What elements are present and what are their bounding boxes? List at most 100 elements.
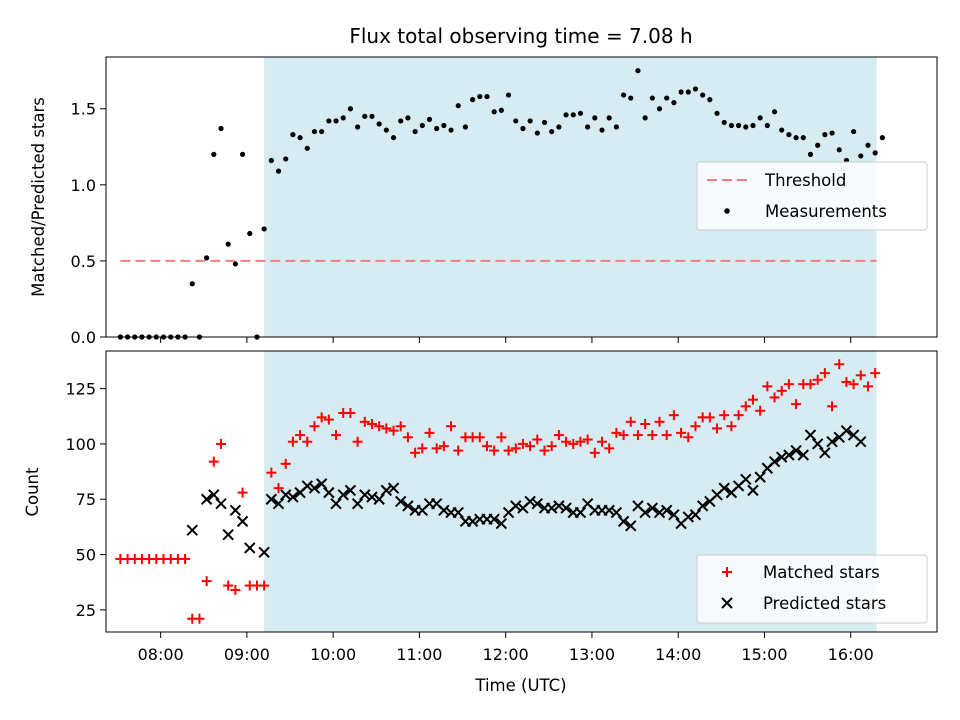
predicted-point-b <box>617 515 630 528</box>
matched-point <box>381 423 392 434</box>
matched-point <box>855 370 866 381</box>
predicted-point-b <box>689 509 702 521</box>
predicted-point <box>603 504 615 517</box>
measurement-point <box>649 95 655 101</box>
matched-point <box>230 584 241 595</box>
top-panel: 0.0 0.5 1.0 1.5 Matched/Predicted stars Thr… <box>29 56 938 347</box>
matched-point <box>388 425 399 436</box>
measurement-point <box>757 115 763 121</box>
matched-point <box>719 410 730 421</box>
matched-point <box>424 427 435 438</box>
predicted-point-b <box>768 455 781 468</box>
predicted-point-b <box>359 489 371 501</box>
measurement-point <box>786 132 792 138</box>
predicted-point-b <box>344 484 357 497</box>
predicted-point-b <box>783 449 795 461</box>
measurement-point <box>592 115 598 121</box>
predicted-point-b <box>553 500 565 512</box>
measurement-point <box>498 107 504 113</box>
predicted-point <box>337 489 349 501</box>
matched-point <box>862 381 873 392</box>
measurement-point <box>865 142 871 148</box>
measurement-point <box>383 127 389 133</box>
predicted-point-b <box>258 546 270 559</box>
measurement-point <box>340 115 346 121</box>
matched-point <box>417 443 428 454</box>
matched-point <box>704 412 715 423</box>
matched-point <box>690 421 701 432</box>
matched-point <box>819 368 830 379</box>
predicted-point-b <box>524 495 536 508</box>
predicted-point <box>811 438 824 450</box>
measurement-point <box>297 135 303 141</box>
top-y-tick-label: 0.5 <box>71 252 96 271</box>
predicted-point <box>366 491 378 503</box>
measurement-point <box>685 89 691 95</box>
measurement-point <box>678 89 684 95</box>
measurement-point <box>714 110 720 116</box>
predicted-points <box>186 424 867 559</box>
predicted-point-b <box>840 424 853 437</box>
measurement-point <box>211 151 217 157</box>
matched-point <box>345 407 356 418</box>
matched-point <box>446 421 457 432</box>
matched-point <box>216 438 227 449</box>
measurement-point <box>390 135 397 141</box>
matched-point <box>812 374 823 385</box>
predicted-point-b <box>682 511 694 523</box>
measurement-point <box>218 125 224 132</box>
bottom-y-ticks: 25 50 75 100 125 <box>65 380 106 620</box>
predicted-point-b <box>811 438 824 450</box>
predicted-point-b <box>790 444 802 457</box>
predicted-point-b <box>488 513 500 525</box>
predicted-point <box>359 489 371 501</box>
x-tick-label: 14:00 <box>655 645 701 664</box>
predicted-point-b <box>236 515 249 528</box>
predicted-point-b <box>574 506 587 519</box>
measurement-point <box>520 125 526 132</box>
top-x-ticks <box>160 337 852 343</box>
measurement-point <box>470 97 476 103</box>
matched-point <box>223 580 234 591</box>
matched-point <box>553 430 564 441</box>
predicted-point <box>244 542 256 554</box>
matched-point <box>266 467 277 478</box>
matched-point <box>618 430 629 441</box>
measurement-point <box>585 124 591 130</box>
predicted-point-b <box>754 471 766 483</box>
matched-point <box>201 576 212 587</box>
matched-point <box>331 430 342 441</box>
bottom-x-ticks: 08:00 09:00 10:00 11:00 12:00 13:00 14:00 15:00… <box>138 632 874 664</box>
predicted-point-b <box>272 497 285 510</box>
matched-point <box>503 445 514 456</box>
predicted-point <box>452 506 464 519</box>
measurement-point <box>750 122 756 129</box>
matched-point <box>561 436 572 447</box>
matched-point <box>402 432 413 443</box>
predicted-point <box>696 500 709 512</box>
measurement-point <box>326 118 332 124</box>
bottom-legend-box <box>696 554 928 624</box>
predicted-point <box>488 513 500 525</box>
predicted-point-b <box>661 504 673 517</box>
matched-point <box>834 359 845 370</box>
matched-point <box>496 432 507 443</box>
predicted-point <box>718 482 730 494</box>
matched-point <box>546 441 557 452</box>
measurement-point <box>549 128 555 135</box>
measurement-point <box>204 255 210 261</box>
measurement-point <box>743 124 749 130</box>
x-tick-label: 10:00 <box>310 645 356 664</box>
predicted-point <box>395 495 407 508</box>
measurement-point <box>779 127 785 133</box>
predicted-point <box>653 506 666 519</box>
matched-point <box>870 368 881 379</box>
x-tick-label: 09:00 <box>224 645 270 664</box>
matched-point <box>374 421 385 432</box>
predicted-point-b <box>395 495 407 508</box>
measurement-point <box>505 92 512 98</box>
matched-point <box>683 432 694 443</box>
predicted-point <box>646 502 659 514</box>
measurement-point <box>700 92 706 98</box>
predicted-point <box>747 484 759 497</box>
